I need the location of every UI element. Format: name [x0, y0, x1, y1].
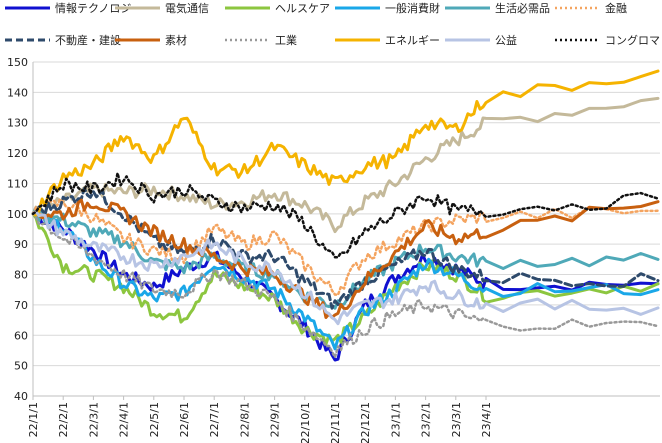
legend-label: 公益 [495, 33, 517, 47]
x-tick-label: 22/2/1 [57, 402, 70, 437]
y-axis: 40 50 60 70 80 90 100 110 120 130 140 150 [7, 56, 34, 403]
series-line-11 [31, 171, 660, 259]
y-tick-label: 130 [7, 117, 28, 130]
x-tick-label: 23/3/1 [450, 402, 463, 437]
legend-item-8: 工業 [225, 34, 297, 47]
x-tick-label: 22/3/1 [87, 402, 100, 437]
y-tick-label: 110 [7, 177, 28, 190]
x-tick-label: 22/8/1 [238, 402, 251, 437]
y-tick-label: 70 [14, 299, 28, 312]
series-line-6 [31, 187, 660, 310]
legend-item-11: コングロマリット [555, 33, 662, 47]
series-line-3 [31, 211, 660, 351]
x-tick-label: 22/10/1 [299, 402, 312, 443]
y-tick-label: 80 [14, 269, 28, 282]
legend-label: 工業 [275, 34, 297, 47]
legend-label: 一般消費財 [385, 1, 440, 15]
y-tick-label: 40 [14, 390, 28, 403]
x-tick-label: 22/4/1 [118, 402, 131, 437]
legend-item-6: 不動産・建設 [5, 33, 121, 47]
x-tick-label: 22/9/1 [269, 402, 282, 437]
series-line-5 [31, 197, 660, 297]
x-tick-label: 22/11/1 [329, 402, 342, 443]
x-tick-label: 22/1/1 [27, 402, 40, 437]
y-tick-label: 90 [14, 238, 28, 251]
x-tick-label: 23/2/1 [420, 402, 433, 437]
legend-label: コングロマリット [605, 33, 662, 47]
legend-label: 不動産・建設 [55, 33, 121, 47]
legend-label: 情報テクノロジー [55, 2, 142, 15]
x-tick-label: 22/6/1 [178, 402, 191, 437]
legend-item-4: 生活必需品 [445, 1, 550, 15]
legend-label: エネルギー [385, 34, 440, 47]
legend-item-3: 一般消費財 [335, 1, 440, 15]
legend-item-7: 素材 [115, 33, 187, 47]
y-tick-label: 60 [14, 329, 28, 342]
legend-label: ヘルスケア [275, 2, 330, 15]
legend-label: 素材 [165, 33, 187, 47]
legend-item-10: 公益 [445, 33, 517, 47]
legend-label: 電気通信 [165, 1, 209, 15]
x-tick-label: 23/4/1 [480, 402, 493, 437]
y-tick-label: 150 [7, 56, 28, 69]
legend-item-2: ヘルスケア [225, 2, 330, 15]
x-tick-label: 22/12/1 [359, 402, 372, 443]
legend-item-1: 電気通信 [115, 1, 209, 15]
legend-item-0: 情報テクノロジー [5, 2, 142, 15]
legend-item-5: 金融 [555, 1, 627, 15]
y-tick-label: 140 [7, 86, 28, 99]
series-line-9 [31, 69, 660, 217]
x-tick-label: 22/5/1 [148, 402, 161, 437]
series-lines [31, 69, 660, 362]
y-tick-label: 50 [14, 360, 28, 373]
series-line-1 [31, 96, 660, 234]
x-tick-label: 23/1/1 [389, 402, 402, 437]
legend-item-9: エネルギー [335, 34, 440, 47]
y-tick-label: 120 [7, 147, 28, 160]
y-tick-label: 100 [7, 208, 28, 221]
x-axis: 22/1/1 22/2/1 22/3/1 22/4/1 22/5/1 22/6/1 22/7… [27, 395, 660, 443]
legend-label: 生活必需品 [495, 1, 550, 15]
x-tick-label: 22/7/1 [208, 402, 221, 437]
legend-label: 金融 [605, 1, 627, 15]
grid-lines [33, 61, 660, 397]
series-line-10 [31, 210, 660, 326]
series-line-8 [31, 212, 660, 359]
